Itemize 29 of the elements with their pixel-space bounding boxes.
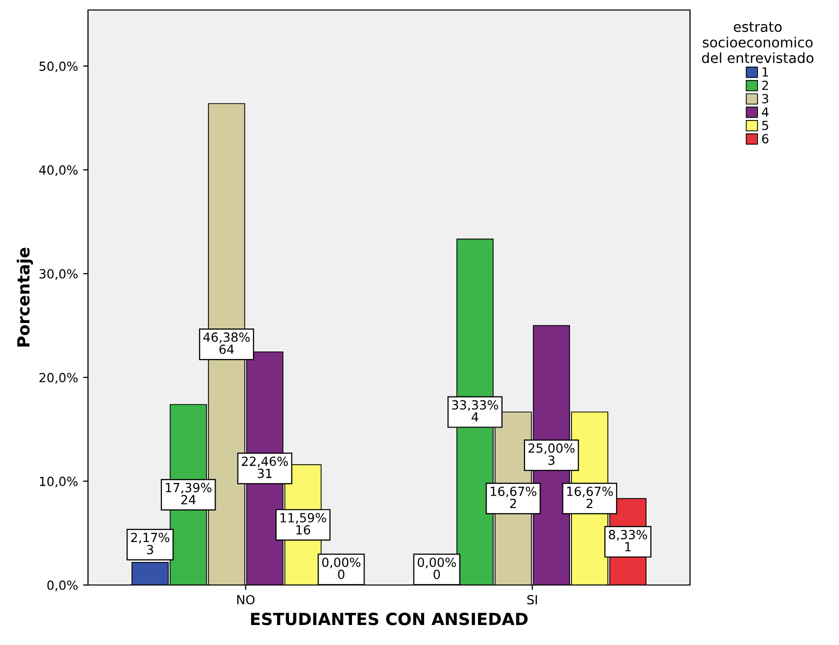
data-label: 22,46% 31 <box>242 456 288 478</box>
data-label: 16,67% 2 <box>490 486 536 508</box>
data-label: 8,33% 1 <box>608 530 648 552</box>
legend-label: 5 <box>762 120 768 130</box>
data-label: 25,00% 3 <box>528 443 575 465</box>
legend-label: 2 <box>762 80 768 90</box>
y-axis-title: Porcentaje <box>16 248 34 347</box>
y-tick-label: 50,0% <box>40 62 78 72</box>
y-tick-label: 0,0% <box>47 580 78 592</box>
data-label: 11,59% 16 <box>280 512 326 535</box>
data-label: 46,38% 64 <box>203 332 250 354</box>
y-tick-label: 40,0% <box>39 165 78 176</box>
legend-label: 6 <box>762 134 768 144</box>
y-tick-label: 30,0% <box>40 269 78 280</box>
x-axis-title: ESTUDIANTES CON ANSIEDAD <box>251 612 528 626</box>
data-label: 17,39% 24 <box>166 482 212 504</box>
legend-label: 1 <box>762 67 768 77</box>
legend-label: 4 <box>762 107 769 117</box>
y-tick-label: 10,0% <box>40 476 78 488</box>
y-tick-label: 20,0% <box>39 372 78 384</box>
x-tick-label: NO <box>237 594 255 604</box>
legend-label: 3 <box>762 94 768 104</box>
data-label: 0,00% 0 <box>322 558 360 580</box>
data-label: 0,00% 0 <box>418 558 456 580</box>
data-label: 2,17% 3 <box>131 532 170 554</box>
data-label: 33,33% 4 <box>452 400 498 422</box>
data-label: 16,67% 2 <box>567 486 613 508</box>
legend-title: estrato socioeconomico del entrevistado <box>702 22 814 64</box>
x-tick-label: SI <box>527 594 537 604</box>
